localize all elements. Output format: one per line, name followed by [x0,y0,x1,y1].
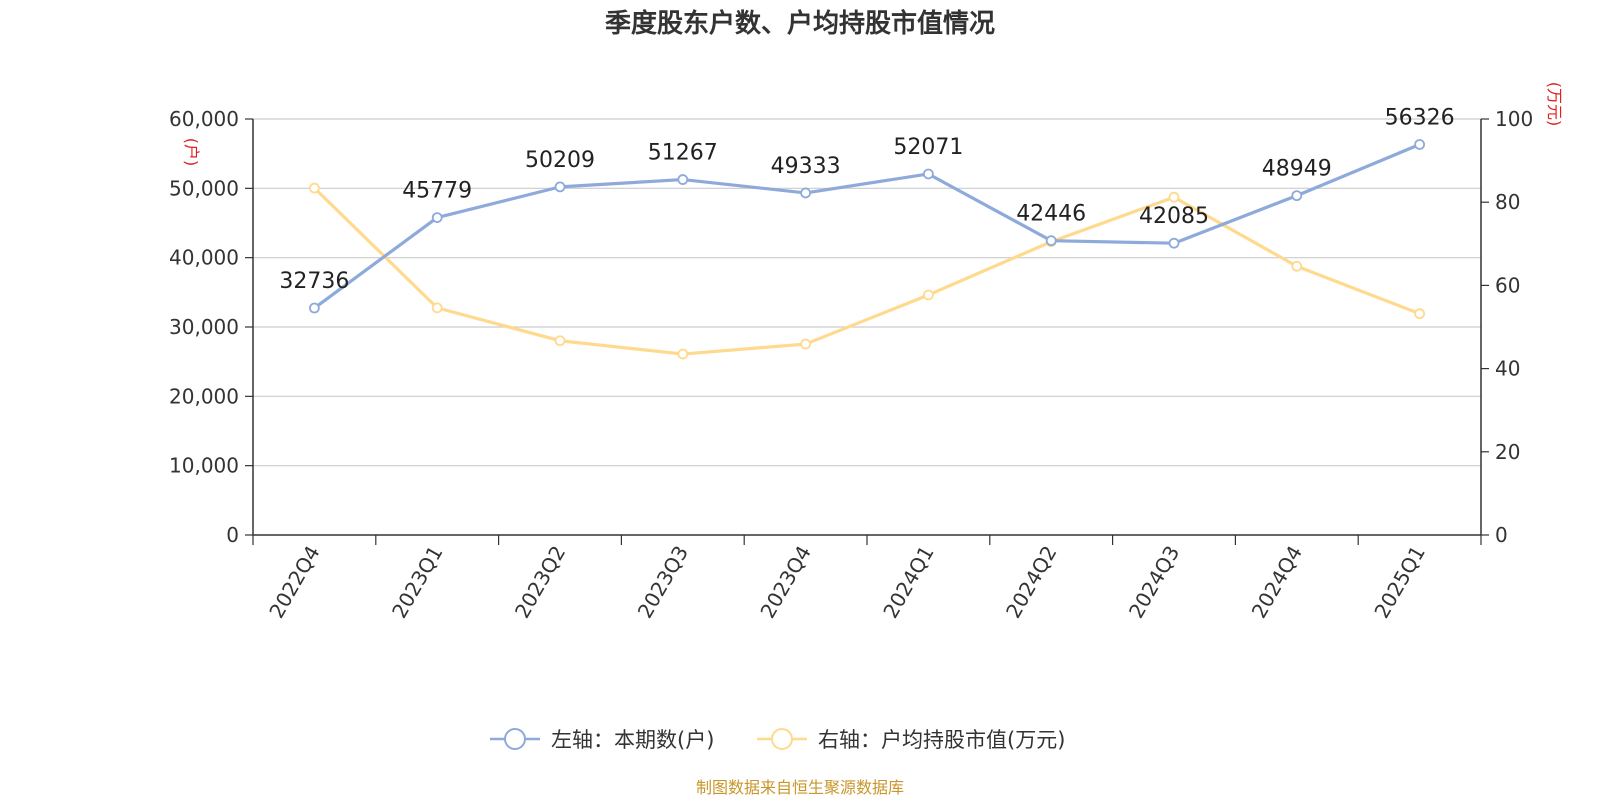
left-tick-label: 50,000 [169,176,239,200]
x-tick-label: 2025Q1 [1369,542,1429,623]
left-tick-label: 20,000 [169,384,239,408]
right-axis-unit: (万元) [1545,82,1564,127]
x-tick-label: 2024Q2 [1001,542,1061,623]
data-label: 42446 [1016,202,1086,227]
x-tick-label: 2023Q3 [633,542,693,623]
x-tick-label: 2023Q2 [510,542,570,623]
data-label: 42085 [1139,204,1209,229]
x-tick-label: 2024Q4 [1247,542,1307,623]
legend-item-right-series[interactable]: 右轴：户均持股市值(万元) [757,728,1065,752]
right-series-point [431,302,443,314]
left-series-point [1414,139,1425,150]
right-tick-label: 80 [1495,190,1520,214]
legend-label-left: 左轴：本期数(户) [551,728,714,752]
series-left [308,139,1425,314]
left-tick-label: 30,000 [169,315,239,339]
data-label: 56326 [1385,105,1455,130]
legend-item-left-series[interactable]: 左轴：本期数(户) [490,728,714,752]
left-tick-label: 40,000 [169,246,239,270]
left-series-line [313,142,1421,310]
data-label: 50209 [525,148,595,173]
x-tick-label: 2024Q3 [1124,542,1184,623]
left-series-point [1291,190,1303,202]
left-tick-label: 10,000 [169,454,239,478]
right-tick-label: 100 [1495,107,1533,131]
right-series-line [313,186,1421,356]
right-series-point [800,338,811,350]
series-right [308,182,1425,360]
right-series-point [308,182,320,194]
right-tick-label: 40 [1495,357,1520,381]
left-series-point [800,187,811,199]
right-series-point [554,335,566,347]
x-tick-label: 2023Q1 [387,542,447,623]
right-series-point [1414,308,1425,320]
x-tick-label: 2022Q4 [264,542,324,623]
right-tick-label: 60 [1495,273,1520,297]
right-axis-ticks: 0 20 40 60 80 100 [1481,107,1533,547]
left-series-point [554,181,566,193]
left-series-point [431,212,443,223]
right-series-point [923,289,934,301]
legend: 左轴：本期数(户) 右轴：户均持股市值(万元) [490,728,1065,752]
source-note: 制图数据来自恒生聚源数据库 [696,778,904,797]
data-label: 48949 [1262,157,1332,182]
right-tick-label: 20 [1495,440,1520,464]
left-series-point [308,302,320,314]
left-tick-label: 0 [226,523,239,547]
chart-title: 季度股东户数、户均持股市值情况 [605,8,995,39]
left-series-point [923,168,934,180]
data-label: 45779 [402,179,472,204]
left-axis-ticks: 0 10,000 20,000 30,000 40,000 50,000 60,000 [169,107,253,547]
data-label: 32736 [279,269,349,294]
legend-label-right: 右轴：户均持股市值(万元) [818,728,1065,752]
left-series-point [1045,235,1057,247]
right-series-point [677,348,689,360]
data-labels: 32736 45779 50209 51267 49333 52071 42446 42085… [279,105,1454,294]
right-tick-label: 0 [1495,523,1508,547]
left-tick-label: 60,000 [169,107,239,131]
legend-swatch-circle [504,728,526,750]
data-label: 52071 [893,135,963,160]
left-series-point [677,174,689,185]
left-axis-unit: (户) [182,138,201,167]
x-tick-label: 2023Q4 [755,542,815,623]
data-label: 51267 [648,141,718,166]
left-series-point [1168,237,1180,249]
grid-lines [253,118,1481,467]
x-axis-ticks: 2022Q4 2023Q1 2023Q2 2023Q3 2023Q4 2024Q1 2024… [252,535,1482,623]
legend-swatch-circle [771,728,793,750]
x-tick-label: 2024Q1 [878,542,938,623]
right-series-point [1168,191,1180,203]
data-label: 49333 [771,154,841,179]
right-series-point [1291,260,1303,272]
